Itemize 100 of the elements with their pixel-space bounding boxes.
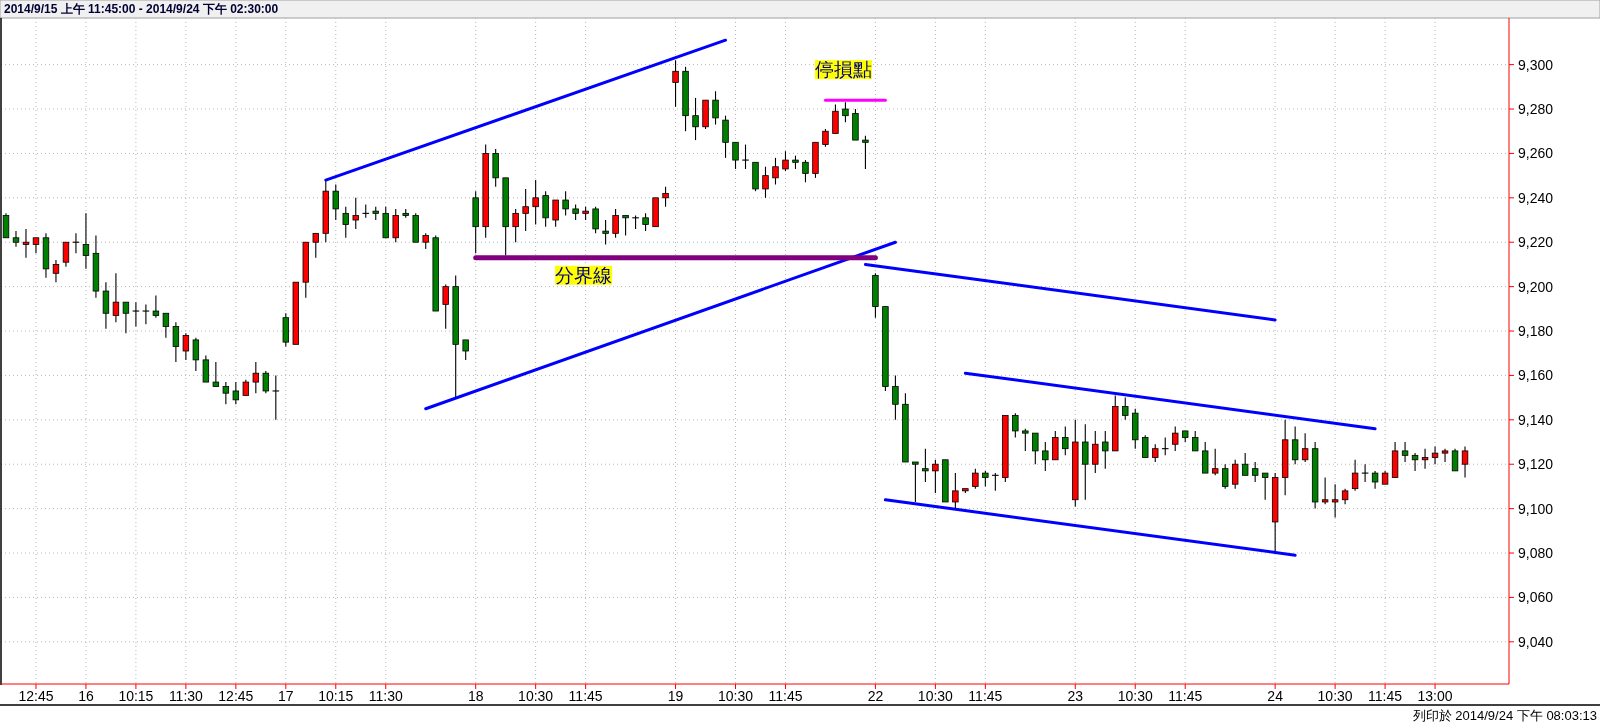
x-tick-label: 24 — [1267, 688, 1284, 704]
candlestick — [162, 312, 170, 339]
y-tick-label: 9,180 — [1518, 323, 1554, 340]
x-tick-label: 11:30 — [168, 688, 204, 704]
candlestick — [1291, 425, 1299, 465]
candlestick — [1202, 441, 1209, 474]
x-tick-label: 17 — [278, 688, 294, 704]
x-tick-label: 13:00 — [1417, 688, 1453, 704]
candlestick — [1142, 434, 1149, 459]
candlestick — [552, 199, 559, 228]
candlestick — [532, 179, 539, 226]
candlestick — [952, 472, 959, 510]
candlestick — [442, 283, 449, 330]
candlestick — [312, 232, 319, 259]
candlestick — [932, 459, 939, 494]
x-tick-label: 11:45 — [568, 688, 603, 704]
y-tick-label: 9,260 — [1518, 145, 1554, 162]
candlestick — [262, 370, 270, 394]
candlestick — [1192, 430, 1199, 452]
candlestick — [892, 374, 899, 421]
candlestick — [1042, 441, 1049, 472]
candlestick — [972, 468, 979, 490]
candlestick — [1122, 397, 1129, 421]
candlestick — [342, 206, 349, 239]
candlestick — [52, 259, 60, 283]
y-tick-label: 9,040 — [1518, 633, 1554, 650]
candlestick — [1421, 448, 1429, 470]
candlestick — [842, 101, 849, 123]
candlestick — [172, 321, 180, 363]
candlestick — [62, 241, 70, 268]
candlestick — [271, 374, 280, 421]
y-tick-label: 9,080 — [1518, 545, 1554, 562]
candlestick — [1082, 423, 1089, 501]
candlestick — [562, 190, 569, 217]
x-tick-label: 11:30 — [368, 688, 403, 704]
candlestick — [12, 230, 20, 248]
candlestick — [1221, 463, 1229, 490]
x-tick-label: 10:15 — [118, 688, 154, 704]
y-tick-label: 9,300 — [1518, 56, 1554, 73]
candlestick — [1251, 461, 1259, 483]
candlestick — [102, 281, 110, 330]
candlestick — [1102, 430, 1109, 470]
candlestick — [252, 361, 260, 394]
candlestick — [212, 361, 220, 388]
x-tick-label: 11:45 — [768, 688, 803, 704]
y-tick-label: 9,280 — [1518, 101, 1554, 118]
candlestick — [142, 303, 150, 325]
candlestick — [392, 208, 399, 243]
x-tick-label: 18 — [467, 688, 484, 704]
candlestick — [1411, 452, 1419, 472]
candlestick — [122, 301, 130, 334]
candlestick — [782, 150, 789, 172]
y-tick-label: 9,220 — [1518, 234, 1554, 251]
candlestick — [202, 354, 210, 383]
candlestick — [512, 208, 519, 243]
y-tick-label: 9,160 — [1518, 367, 1554, 384]
candlestick — [1172, 425, 1179, 452]
candlestick — [152, 294, 160, 319]
candlestick — [612, 208, 619, 239]
candlestick — [462, 339, 469, 361]
candlestick — [762, 166, 769, 199]
candlestick — [922, 448, 929, 483]
candlestick — [22, 228, 30, 259]
candlestick — [1461, 445, 1469, 479]
y-tick-label: 9,240 — [1518, 189, 1554, 206]
candlestick — [722, 115, 729, 159]
y-tick-label: 9,100 — [1518, 500, 1554, 517]
candlestick — [1431, 445, 1439, 465]
candlestick — [1451, 448, 1459, 472]
y-tick-label: 9,140 — [1518, 411, 1554, 428]
candlestick — [592, 206, 599, 234]
x-tick-label: 22 — [867, 688, 884, 704]
x-tick-label: 11:45 — [968, 688, 1003, 704]
x-tick-label: 10:15 — [318, 688, 354, 704]
candlestick — [622, 215, 629, 237]
candlestick — [82, 212, 90, 270]
x-tick-label: 12:45 — [18, 688, 54, 704]
x-tick-label: 10:30 — [518, 688, 554, 704]
candlestick — [1321, 476, 1329, 505]
candlestick — [1022, 428, 1029, 452]
candlestick — [672, 59, 679, 108]
candlestick — [662, 186, 669, 208]
x-tick-label: 10:30 — [1317, 688, 1353, 704]
candlestick — [222, 381, 230, 405]
x-tick-label: 10:30 — [917, 688, 954, 704]
line: 分界線 — [473, 255, 878, 286]
candlestick — [732, 141, 739, 170]
x-tick-label: 16 — [78, 688, 94, 704]
candlestick — [1231, 459, 1239, 490]
candlestick — [1092, 430, 1099, 474]
x-tick-label: 10:30 — [1117, 688, 1153, 704]
candlestick — [1062, 425, 1069, 456]
x-tick-label: 19 — [667, 688, 684, 704]
candlestick — [232, 381, 240, 405]
candlestick — [1361, 463, 1369, 483]
candlestick — [1012, 412, 1019, 439]
candlestick — [692, 97, 699, 141]
candlestick — [1401, 441, 1409, 463]
candlestick — [32, 237, 40, 254]
x-tick-label: 12:45 — [218, 688, 254, 704]
